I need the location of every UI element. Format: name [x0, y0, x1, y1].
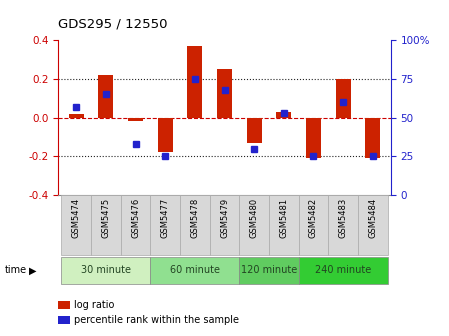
Text: GSM5474: GSM5474: [72, 198, 81, 238]
Text: GSM5479: GSM5479: [220, 198, 229, 238]
Text: 30 minute: 30 minute: [81, 265, 131, 275]
Bar: [62, 195, 91, 255]
Bar: [98, 75, 113, 118]
Bar: [91, 195, 121, 255]
Bar: [187, 46, 202, 118]
Bar: [269, 195, 299, 255]
Bar: [336, 79, 351, 118]
Bar: [299, 195, 328, 255]
Bar: [121, 195, 150, 255]
Bar: [210, 195, 239, 255]
Bar: [365, 118, 380, 158]
Text: GSM5478: GSM5478: [190, 198, 199, 238]
Bar: [158, 118, 172, 153]
Bar: [239, 257, 299, 284]
Bar: [150, 195, 180, 255]
Bar: [277, 112, 291, 118]
Bar: [217, 69, 232, 118]
Bar: [58, 316, 70, 324]
Bar: [128, 118, 143, 122]
Text: GDS295 / 12550: GDS295 / 12550: [58, 17, 168, 30]
Bar: [306, 118, 321, 158]
Bar: [150, 257, 239, 284]
Text: GSM5476: GSM5476: [131, 198, 140, 238]
Bar: [180, 195, 210, 255]
Text: percentile rank within the sample: percentile rank within the sample: [74, 315, 239, 325]
Bar: [358, 195, 387, 255]
Text: 120 minute: 120 minute: [241, 265, 297, 275]
Bar: [299, 257, 387, 284]
Bar: [328, 195, 358, 255]
Text: log ratio: log ratio: [74, 300, 114, 310]
Text: 60 minute: 60 minute: [170, 265, 220, 275]
Bar: [58, 301, 70, 309]
Text: ▶: ▶: [29, 265, 37, 276]
Bar: [239, 195, 269, 255]
Text: 240 minute: 240 minute: [315, 265, 371, 275]
Text: time: time: [4, 265, 26, 276]
Text: GSM5484: GSM5484: [368, 198, 377, 238]
Bar: [247, 118, 262, 143]
Text: GSM5483: GSM5483: [339, 198, 348, 238]
Bar: [62, 257, 150, 284]
Text: GSM5482: GSM5482: [309, 198, 318, 238]
Bar: [69, 114, 84, 118]
Text: GSM5481: GSM5481: [279, 198, 288, 238]
Text: GSM5475: GSM5475: [101, 198, 110, 238]
Text: GSM5480: GSM5480: [250, 198, 259, 238]
Text: GSM5477: GSM5477: [161, 198, 170, 238]
